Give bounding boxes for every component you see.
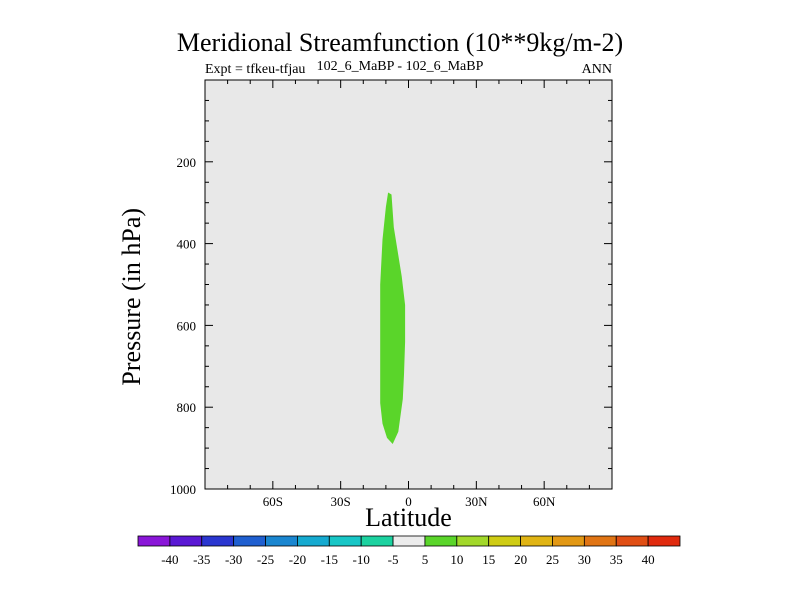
colorbar-swatch <box>233 535 266 547</box>
colorbar-swatch <box>424 535 458 547</box>
case-label: 102_6_MaBP - 102_6_MaBP <box>316 59 484 74</box>
x-tick-label: 30S <box>331 494 351 509</box>
colorbar-swatch <box>328 535 362 547</box>
colorbar-swatch <box>488 535 521 547</box>
x-axis-title: Latitude <box>365 503 452 532</box>
colorbar-label: -20 <box>289 552 306 567</box>
colorbar-swatch <box>647 535 681 547</box>
season-label: ANN <box>581 62 612 77</box>
colorbar-swatch <box>456 535 490 547</box>
colorbar-swatch <box>137 535 171 547</box>
colorbar-swatch <box>615 535 649 547</box>
colorbar-label: 40 <box>642 552 655 567</box>
y-tick-label: 200 <box>177 155 197 170</box>
chart-title: Meridional Streamfunction (10**9kg/m-2) <box>176 28 624 57</box>
colorbar-label: 10 <box>450 552 463 567</box>
plot-area <box>205 80 612 489</box>
y-tick-label: 800 <box>177 400 197 415</box>
colorbar-label: -35 <box>193 552 210 567</box>
colorbar-label: 20 <box>514 552 527 567</box>
contour-field <box>380 192 406 444</box>
y-tick-label: 600 <box>177 318 197 333</box>
positive-cell-region <box>380 192 406 444</box>
colorbar-label: 5 <box>422 552 429 567</box>
x-tick-label: 60N <box>533 494 556 509</box>
colorbar-swatch <box>552 535 585 547</box>
x-tick-label: 0 <box>405 494 412 509</box>
colorbar-label: -40 <box>161 552 178 567</box>
axis-ticks <box>204 79 613 490</box>
colorbar-label: -25 <box>257 552 274 567</box>
colorbar-label: 35 <box>610 552 623 567</box>
colorbar-swatch <box>520 535 553 547</box>
y-tick-label: 400 <box>177 237 197 252</box>
colorbar-label: -15 <box>321 552 338 567</box>
colorbar-label: -5 <box>388 552 399 567</box>
x-tick-label: 30N <box>465 494 488 509</box>
colorbar: -40 -35 -30 -25 -20 -15 -10 -5 5 10 15 20 25 30 35 40 <box>137 535 681 567</box>
colorbar-swatch <box>360 535 394 547</box>
axis-tick-labels: 60S 30S 0 30N 60N 200 400 600 800 1000 <box>170 155 556 509</box>
colorbar-swatch <box>392 535 426 547</box>
colorbar-swatch <box>583 535 617 547</box>
experiment-label: Expt = tfkeu-tfjau <box>205 62 306 77</box>
y-tick-label: 1000 <box>170 482 196 497</box>
colorbar-swatch <box>201 535 235 547</box>
colorbar-label: 30 <box>578 552 591 567</box>
colorbar-swatch <box>297 535 330 547</box>
colorbar-label: 25 <box>546 552 559 567</box>
colorbar-swatch <box>265 535 298 547</box>
x-tick-label: 60S <box>263 494 283 509</box>
colorbar-label: -10 <box>353 552 370 567</box>
colorbar-label: -30 <box>225 552 242 567</box>
colorbar-label: 15 <box>482 552 495 567</box>
colorbar-swatch <box>169 535 203 547</box>
y-axis-title: Pressure (in hPa) <box>117 208 146 386</box>
